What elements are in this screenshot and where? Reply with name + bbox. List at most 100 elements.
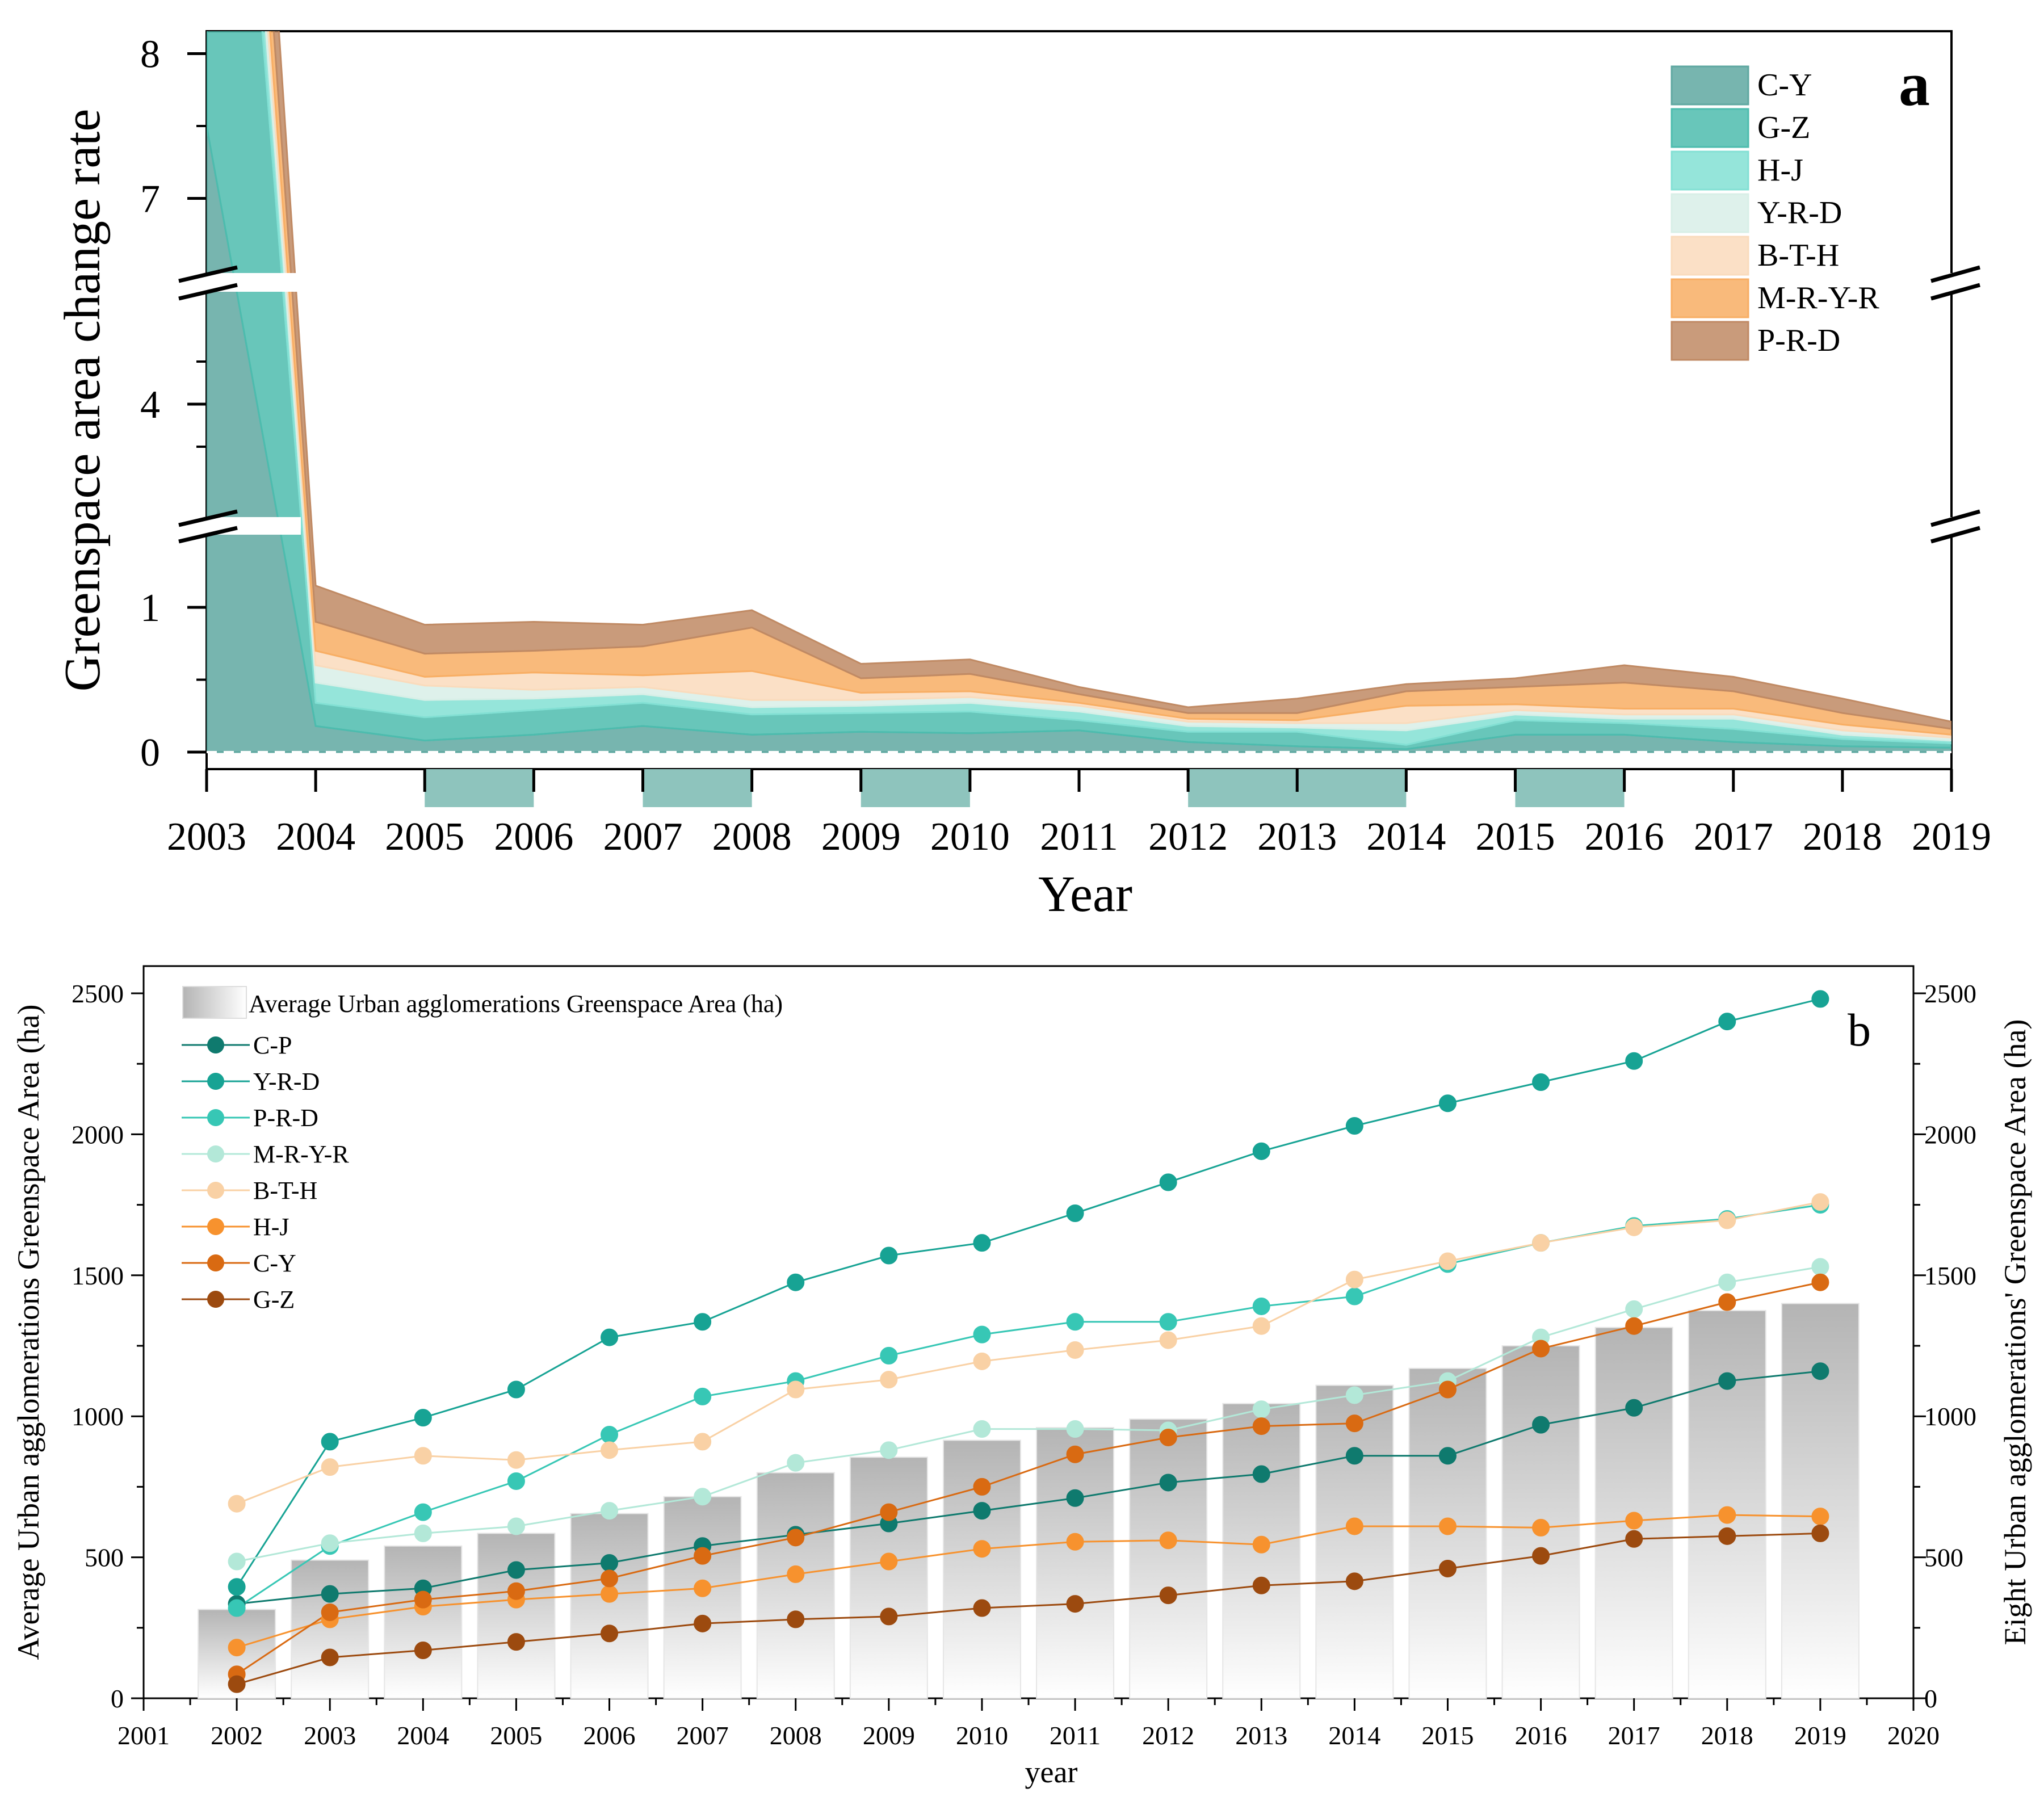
x-tick-label: 2007 xyxy=(677,1721,729,1750)
point-B-T-H-2007 xyxy=(694,1433,712,1451)
point-B-T-H-2019 xyxy=(1811,1193,1829,1211)
x-tick-label: 2009 xyxy=(863,1721,915,1750)
point-C-Y-2004 xyxy=(414,1590,432,1609)
bar-2007 xyxy=(663,1496,742,1699)
panel-b: 2001 2002 2003 2004 2005 2006 2007 2008 2009 2010… xyxy=(11,965,2032,1789)
axis-break-mark xyxy=(1930,509,1980,527)
point-M-R-Y-R-2003 xyxy=(321,1534,339,1552)
point-H-J-2007 xyxy=(694,1579,712,1597)
right-y-axis-title: Eight Urban agglomerations' Greenspace A… xyxy=(1998,1019,2032,1646)
point-Y-R-D-2005 xyxy=(507,1380,525,1399)
point-B-T-H-2008 xyxy=(787,1380,805,1399)
point-M-R-Y-R-2013 xyxy=(1252,1400,1270,1418)
y-tick-label-right: 1000 xyxy=(1924,1402,1976,1431)
x-tick-label: 2010 xyxy=(956,1721,1008,1750)
point-C-Y-2009 xyxy=(880,1503,898,1521)
point-G-Z-2008 xyxy=(787,1610,805,1628)
point-H-J-2012 xyxy=(1159,1531,1177,1550)
x-tick-label: 2004 xyxy=(276,815,355,859)
point-C-P-2005 xyxy=(507,1561,525,1579)
bar-2012 xyxy=(1129,1418,1208,1699)
point-G-Z-2009 xyxy=(880,1607,898,1626)
x-tick-label: 2018 xyxy=(1803,815,1882,859)
y-tick-label: 8 xyxy=(140,33,160,77)
axis-breaks xyxy=(178,265,1980,544)
legend-label-M-R-Y-R: M-R-Y-R xyxy=(1757,280,1879,316)
point-P-R-D-2004 xyxy=(414,1503,432,1521)
x-tick-label: 2007 xyxy=(603,815,683,859)
point-C-P-2015 xyxy=(1438,1447,1457,1465)
point-P-R-D-2012 xyxy=(1159,1313,1177,1331)
x-tick-label: 2017 xyxy=(1608,1721,1660,1750)
y-tick-label-right: 1500 xyxy=(1924,1261,1976,1290)
point-Y-R-D-2008 xyxy=(787,1273,805,1291)
legend-marker-Y-R-D xyxy=(207,1073,224,1090)
point-P-R-D-2002 xyxy=(228,1599,246,1617)
point-M-R-Y-R-2006 xyxy=(601,1502,619,1520)
point-Y-R-D-2014 xyxy=(1345,1116,1363,1135)
point-M-R-Y-R-2019 xyxy=(1811,1258,1829,1276)
legend-swatch-C-Y xyxy=(1671,65,1749,106)
point-B-T-H-2011 xyxy=(1066,1341,1084,1359)
axis-break-mark xyxy=(1930,265,1980,283)
point-C-Y-2011 xyxy=(1066,1445,1084,1463)
y-tick-label-left: 2000 xyxy=(72,1120,124,1149)
legend-label-M-R-Y-R: M-R-Y-R xyxy=(253,1140,349,1168)
x-tick-label: 2010 xyxy=(930,815,1010,859)
point-H-J-2008 xyxy=(787,1565,805,1583)
x-tick-label: 2020 xyxy=(1887,1721,1940,1750)
legend-marker-M-R-Y-R xyxy=(207,1145,224,1162)
point-G-Z-2012 xyxy=(1159,1586,1177,1605)
point-H-J-2009 xyxy=(880,1552,898,1571)
bar-2008 xyxy=(756,1472,835,1699)
x-tick-label: 2003 xyxy=(304,1721,356,1750)
point-C-P-2013 xyxy=(1252,1465,1270,1483)
x-tick-label: 2011 xyxy=(1050,1721,1101,1750)
legend-label-P-R-D: P-R-D xyxy=(1757,323,1840,358)
legend: Average Urban agglomerations Greenspace … xyxy=(182,986,783,1313)
y-tick-label-left: 1000 xyxy=(72,1402,124,1431)
shaded-period-2009-2010 xyxy=(861,769,970,807)
point-G-Z-2016 xyxy=(1532,1547,1550,1565)
point-G-Z-2003 xyxy=(321,1648,339,1667)
left-y-axis-ticks: 0 500 1000 1500 2000 2500 xyxy=(72,979,144,1713)
point-B-T-H-2005 xyxy=(507,1451,525,1469)
legend-marker-H-J xyxy=(207,1218,224,1235)
point-C-Y-2003 xyxy=(321,1603,339,1621)
point-G-Z-2002 xyxy=(228,1675,246,1693)
y-tick-label-right: 2500 xyxy=(1924,979,1976,1008)
x-tick-label: 2016 xyxy=(1515,1721,1567,1750)
average-bars xyxy=(198,1303,1860,1699)
y-tick-label-right: 2000 xyxy=(1924,1120,1976,1149)
point-G-Z-2011 xyxy=(1066,1595,1084,1613)
legend-marker-P-R-D xyxy=(207,1109,224,1126)
legend-swatch-Y-R-D xyxy=(1671,193,1749,233)
point-C-P-2019 xyxy=(1811,1362,1829,1380)
legend-swatch-average-bar xyxy=(182,986,247,1019)
point-G-Z-2017 xyxy=(1625,1530,1643,1548)
legend-label-C-P: C-P xyxy=(253,1031,292,1059)
point-C-P-2003 xyxy=(321,1585,339,1603)
y-tick-label: 1 xyxy=(140,586,160,630)
point-M-R-Y-R-2011 xyxy=(1066,1420,1084,1438)
x-tick-label: 2006 xyxy=(494,815,573,859)
point-C-Y-2013 xyxy=(1252,1417,1270,1435)
point-B-T-H-2002 xyxy=(228,1495,246,1513)
legend-label-P-R-D: P-R-D xyxy=(253,1104,318,1132)
point-H-J-2010 xyxy=(973,1540,991,1558)
line-Y-R-D xyxy=(236,998,1821,1588)
x-tick-label: 2015 xyxy=(1476,815,1555,859)
point-G-Z-2005 xyxy=(507,1633,525,1651)
x-tick-label: 2014 xyxy=(1366,815,1446,859)
point-B-T-H-2015 xyxy=(1438,1252,1457,1270)
axis-break-mark xyxy=(178,283,238,301)
axis-break-mark xyxy=(1930,283,1980,301)
y-tick-label-left: 0 xyxy=(111,1684,124,1713)
legend-swatch-P-R-D xyxy=(1671,321,1749,361)
bar-2005 xyxy=(477,1533,556,1699)
x-tick-label: 2002 xyxy=(211,1721,263,1750)
line-C-P xyxy=(236,1370,1821,1605)
point-C-P-2006 xyxy=(601,1554,619,1572)
x-tick-label: 2019 xyxy=(1794,1721,1846,1750)
